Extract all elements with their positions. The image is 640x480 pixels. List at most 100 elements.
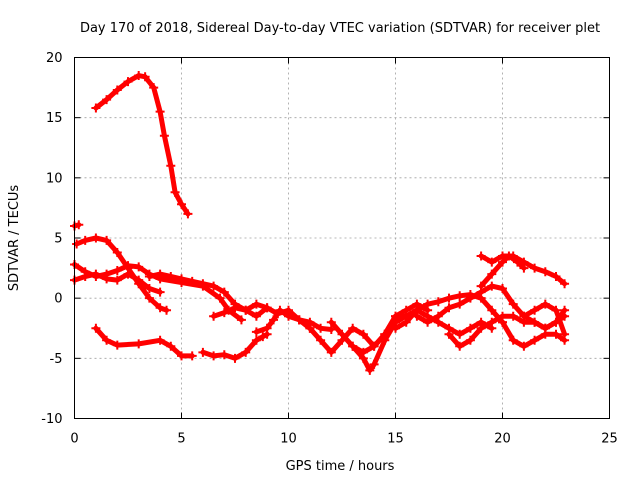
data-point-plus [465, 323, 475, 333]
data-point-plus [262, 323, 272, 333]
data-point-plus [155, 107, 165, 117]
data-point-plus [162, 305, 172, 315]
data-point-plus [177, 274, 186, 284]
data-point-plus [144, 284, 154, 294]
data-point-plus [155, 303, 165, 313]
data-point-plus [251, 311, 261, 321]
data-point-plus [433, 297, 443, 307]
data-point-plus [134, 275, 144, 285]
data-point-plus [91, 233, 101, 243]
data-point-plus [198, 347, 208, 357]
data-point-plus [219, 350, 229, 360]
data-point-plus [166, 161, 176, 171]
data-point-plus [155, 287, 165, 297]
data-point-plus [112, 265, 122, 275]
y-tick-label: 20 [46, 51, 63, 66]
series-arc-12 [328, 307, 420, 373]
data-point-plus [401, 317, 411, 327]
data-point-plus [241, 347, 251, 357]
data-point-plus [444, 329, 454, 339]
data-point-plus [476, 251, 486, 261]
y-axis-label: SDTVAR / TECUs [7, 185, 22, 292]
data-point-plus [269, 315, 279, 325]
data-point-plus [487, 305, 497, 315]
data-point-plus [209, 351, 219, 361]
data-point-plus [530, 263, 540, 273]
data-point-plus [198, 279, 208, 289]
data-point-plus [183, 209, 193, 219]
series-arc-13 [350, 307, 495, 355]
data-point-plus [519, 263, 529, 273]
data-point-plus [551, 272, 561, 282]
data-point-plus [177, 199, 186, 209]
data-point-plus [123, 77, 133, 87]
data-point-plus [144, 272, 154, 282]
data-point-plus [348, 323, 358, 333]
data-point-plus [187, 351, 197, 361]
data-point-plus [455, 291, 465, 301]
data-point-plus [241, 305, 251, 315]
data-point-plus [316, 323, 326, 333]
data-point-plus [305, 323, 315, 333]
chart-title: Day 170 of 2018, Sidereal Day-to-day VTE… [80, 21, 600, 36]
data-point-plus [540, 299, 550, 309]
x-tick-label: 25 [601, 432, 618, 447]
data-point-plus [530, 335, 540, 345]
data-point-plus [166, 272, 176, 282]
data-point-plus [487, 269, 497, 279]
data-point-plus [102, 335, 112, 345]
data-point-plus [498, 257, 507, 267]
y-tick-label: 15 [46, 111, 63, 126]
data-point-plus [134, 262, 144, 272]
data-point-plus [455, 341, 465, 351]
y-tick-label: -10 [41, 412, 62, 427]
data-point-plus [112, 340, 122, 350]
data-point-plus [166, 341, 176, 351]
data-point-plus [358, 347, 368, 357]
data-point-plus [512, 257, 522, 267]
data-point-plus [423, 299, 433, 309]
data-point-plus [348, 341, 358, 351]
data-point-plus [140, 72, 150, 82]
data-point-plus [487, 281, 497, 291]
data-point-plus [444, 293, 454, 303]
data-point-plus [540, 329, 550, 339]
data-point-plus [177, 351, 186, 361]
x-tick-label: 20 [494, 432, 511, 447]
data-point-plus [465, 293, 475, 303]
grid [74, 57, 610, 419]
data-point-plus [380, 329, 390, 339]
data-point-plus [80, 272, 90, 282]
data-point-plus [102, 274, 112, 284]
data-point-plus [487, 317, 497, 327]
data-point-plus [102, 95, 112, 105]
data-point-plus [504, 251, 514, 261]
data-point-plus [275, 305, 285, 315]
data-point-plus [358, 329, 368, 339]
data-point-plus [144, 293, 154, 303]
data-point-plus [134, 339, 144, 349]
series-arc-18 [478, 253, 527, 289]
data-point-plus [80, 235, 90, 245]
x-axis-label: GPS time / hours [286, 459, 395, 474]
data-point-plus [391, 323, 400, 333]
data-point-plus [465, 335, 475, 345]
data-point-plus [530, 305, 540, 315]
data-point-plus [170, 187, 180, 197]
data-point-plus [230, 353, 240, 363]
data-point-plus [159, 131, 169, 141]
data-point-plus [112, 85, 122, 95]
data-point-plus [123, 261, 133, 271]
data-point-plus [112, 275, 122, 285]
data-point-plus [251, 335, 261, 345]
y-tick-label: 0 [54, 292, 62, 307]
data-point-plus [262, 303, 272, 313]
data-point-plus [294, 315, 304, 325]
data-point-plus [508, 335, 518, 345]
data-point-plus [187, 276, 197, 286]
data-point-plus [74, 220, 84, 230]
data-point-plus [365, 365, 375, 375]
data-point-plus [91, 103, 101, 113]
data-point-plus [123, 269, 133, 279]
